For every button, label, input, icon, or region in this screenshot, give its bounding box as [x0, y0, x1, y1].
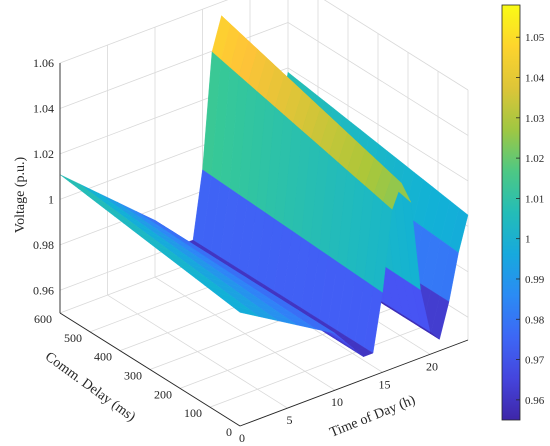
- back-wall-gridline: [59, 0, 229, 64]
- y-tick-label: 600: [34, 312, 52, 326]
- y-tick-label: 0: [226, 425, 232, 439]
- z-tick-label: 0.96: [33, 283, 54, 297]
- y-tick-label: 500: [64, 331, 82, 345]
- side-wall-gridline: [287, 67, 469, 182]
- y-axis-line: [59, 312, 241, 427]
- colorbar-tick-label: 1: [525, 234, 531, 246]
- y-axis-label: Comm. Delay (ms): [42, 349, 138, 425]
- y-tick-label: 400: [94, 350, 112, 364]
- colorbar-ticks: 0.96 0.97 0.98 0.99 1 1.01 1.02 1.03 1.04 1.05: [516, 32, 545, 407]
- colorbar-tick-label: 1.05: [525, 32, 545, 44]
- colorbar-scale: [501, 4, 521, 421]
- colorbar: 0.96 0.97 0.98 0.99 1 1.01 1.02 1.03 1.04 1.05: [501, 4, 545, 421]
- colorbar-tick-label: 0.99: [525, 274, 545, 286]
- z-tick-label: 1.02: [33, 147, 54, 161]
- colorbar-tick-label: 0.96: [525, 395, 545, 407]
- y-tick-label: 200: [154, 387, 172, 401]
- colorbar-tick-label: 0.98: [525, 314, 545, 326]
- colorbar-tick-label: 1.04: [525, 73, 545, 85]
- y-tick-label: 100: [184, 406, 202, 420]
- x-tick-label: 15: [379, 377, 391, 391]
- z-tick-label: 1.06: [33, 56, 54, 70]
- colorbar-tick-label: 1.03: [525, 113, 545, 125]
- colorbar-tick-label: 1.01: [525, 193, 544, 205]
- z-tick-label: 0.98: [33, 238, 54, 252]
- z-axis-label: Voltage (p.u.): [13, 156, 28, 233]
- back-wall-gridline: [59, 22, 289, 109]
- surface-layer: [59, 15, 469, 357]
- side-wall-gridline: [287, 22, 469, 136]
- colorbar-tick-label: 0.97: [525, 355, 545, 367]
- x-tick-label: 5: [287, 413, 293, 427]
- x-tick-label: 10: [331, 395, 343, 409]
- x-tick-label: 20: [426, 359, 438, 373]
- side-wall-gridline: [323, 0, 469, 91]
- tick-layer: 0510152001002003004005006000.960.9811.02…: [33, 56, 438, 445]
- surface-patch: [230, 305, 260, 317]
- axis-layer: [59, 63, 469, 427]
- y-tick-label: 300: [124, 369, 142, 383]
- z-tick-label: 1: [48, 192, 54, 206]
- x-axis-line: [239, 339, 469, 427]
- floor-gridline: [209, 320, 439, 408]
- x-tick-label: 0: [239, 431, 245, 445]
- z-tick-label: 1.04: [33, 101, 54, 115]
- surface-patch: [59, 174, 89, 191]
- colorbar-tick-label: 1.02: [525, 153, 544, 165]
